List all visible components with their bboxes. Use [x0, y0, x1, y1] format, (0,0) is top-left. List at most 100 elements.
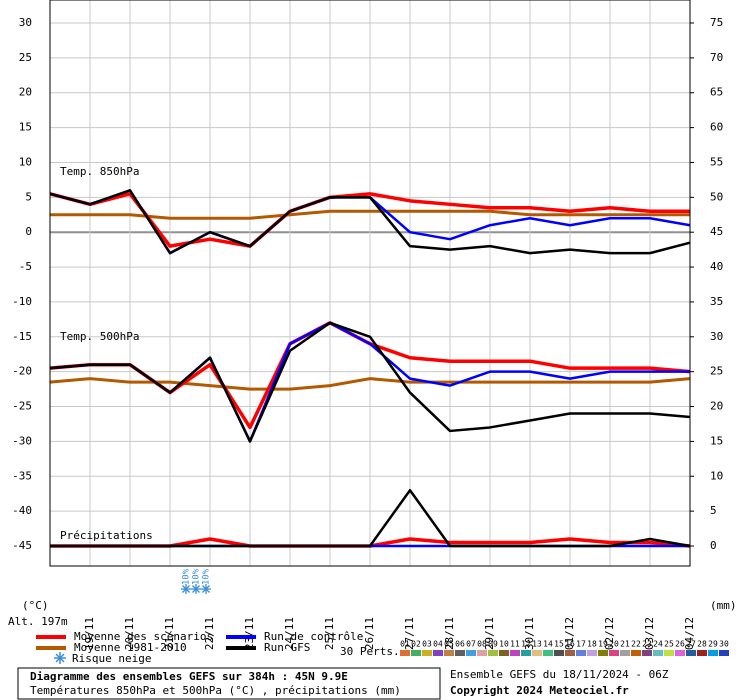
snow-icon-stroke: [192, 585, 200, 593]
snow-icon-stroke: [182, 585, 190, 593]
pert-swatch: [411, 650, 421, 656]
pert-swatch: [477, 650, 487, 656]
pert-label: 06: [455, 640, 465, 649]
pert-label: 07: [466, 640, 476, 649]
y2-tick-label: 70: [710, 51, 723, 64]
pert-swatch: [609, 650, 619, 656]
pert-swatch: [554, 650, 564, 656]
pert-label: 05: [444, 640, 454, 649]
y-tick-label: -10: [12, 295, 32, 308]
snow-icon: [201, 584, 211, 594]
pert-swatch: [587, 650, 597, 656]
x-tick-label: 21/11: [163, 617, 176, 650]
pert-label: 04: [433, 640, 443, 649]
pert-label: 28: [697, 640, 707, 649]
pert-label: 27: [686, 640, 696, 649]
plot-frame: [49, 0, 691, 567]
y-tick-label: -5: [19, 260, 32, 273]
snow-risk-label: 10%: [202, 568, 212, 585]
pert-label: 02: [411, 640, 421, 649]
pert-swatch: [488, 650, 498, 656]
pert-label: 24: [653, 640, 663, 649]
pert-label: 23: [642, 640, 652, 649]
y-tick-label: -40: [12, 504, 32, 517]
pert-swatch: [675, 650, 685, 656]
pert-label: 17: [576, 640, 586, 649]
x-tick-label: 03/12: [643, 617, 656, 650]
y2-tick-label: 0: [710, 539, 717, 552]
x-tick-label: 24/11: [283, 617, 296, 650]
pert-swatch: [708, 650, 718, 656]
y-tick-label: -25: [12, 400, 32, 413]
pert-swatch: [422, 650, 432, 656]
pert-label: 16: [565, 640, 575, 649]
snow-legend-icon: [54, 652, 66, 664]
y-tick-label: -30: [12, 434, 32, 447]
y2-tick-label: 5: [710, 504, 717, 517]
y-tick-label: 10: [19, 155, 32, 168]
pert-swatch: [620, 650, 630, 656]
snow-icon: [181, 584, 191, 594]
pert-swatch: [499, 650, 509, 656]
x-tick-label: 29/11: [483, 617, 496, 650]
y2-tick-label: 20: [710, 400, 723, 413]
pert-swatch: [697, 650, 707, 656]
pert-swatch: [521, 650, 531, 656]
perturbations-label: 30 Perts.: [340, 645, 400, 658]
x-tick-label: 25/11: [323, 617, 336, 650]
pert-swatch: [532, 650, 542, 656]
x-tick-label: 19/11: [83, 617, 96, 650]
snow-icon: [191, 584, 201, 594]
y2-tick-label: 65: [710, 86, 723, 99]
y-tick-label: 0: [25, 225, 32, 238]
panel-label: Précipitations: [60, 529, 153, 542]
pert-swatch: [686, 650, 696, 656]
x-tick-label: 28/11: [443, 617, 456, 650]
y2-tick-label: 10: [710, 469, 723, 482]
y-tick-label: 15: [19, 121, 32, 134]
pert-swatch: [543, 650, 553, 656]
snow-risk-label: 10%: [182, 568, 192, 585]
pert-label: 15: [554, 640, 564, 649]
pert-swatch: [433, 650, 443, 656]
y2-tick-label: 55: [710, 155, 723, 168]
y-tick-label: -45: [12, 539, 32, 552]
pert-swatch: [719, 650, 729, 656]
y2-tick-label: 30: [710, 330, 723, 343]
y2-tick-label: 35: [710, 295, 723, 308]
y-tick-label: 5: [25, 190, 32, 203]
pert-swatch: [653, 650, 663, 656]
pert-label: 08: [477, 640, 487, 649]
series-line: [49, 189, 691, 255]
y-tick-label: 30: [19, 16, 32, 29]
pert-label: 03: [422, 640, 432, 649]
x-tick-label: 22/11: [203, 617, 216, 650]
pert-label: 19: [598, 640, 608, 649]
y2-tick-label: 40: [710, 260, 723, 273]
chart-title: Diagramme des ensembles GEFS sur 384h : …: [30, 670, 348, 683]
x-tick-label: 27/11: [403, 617, 416, 650]
pert-label: 21: [620, 640, 630, 649]
snow-legend: Risque neige: [72, 652, 151, 665]
y-tick-label: 20: [19, 86, 32, 99]
y2-tick-label: 50: [710, 190, 723, 203]
altitude: Alt. 197m: [8, 615, 68, 628]
pert-swatch: [642, 650, 652, 656]
pert-label: 26: [675, 640, 685, 649]
pert-label: 13: [532, 640, 542, 649]
pert-swatch: [631, 650, 641, 656]
series-line: [49, 321, 691, 443]
pert-swatch: [400, 650, 410, 656]
y-tick-label: -20: [12, 365, 32, 378]
pert-label: 29: [708, 640, 718, 649]
y2-tick-label: 25: [710, 365, 723, 378]
pert-label: 14: [543, 640, 553, 649]
pert-label: 18: [587, 640, 597, 649]
pert-label: 11: [510, 640, 520, 649]
y-axis-label: (°C): [22, 599, 49, 612]
pert-label: 30: [719, 640, 729, 649]
pert-swatch: [576, 650, 586, 656]
legend-label: Run GFS: [264, 641, 310, 654]
y2-axis-label: (mm): [710, 599, 737, 612]
pert-swatch: [598, 650, 608, 656]
